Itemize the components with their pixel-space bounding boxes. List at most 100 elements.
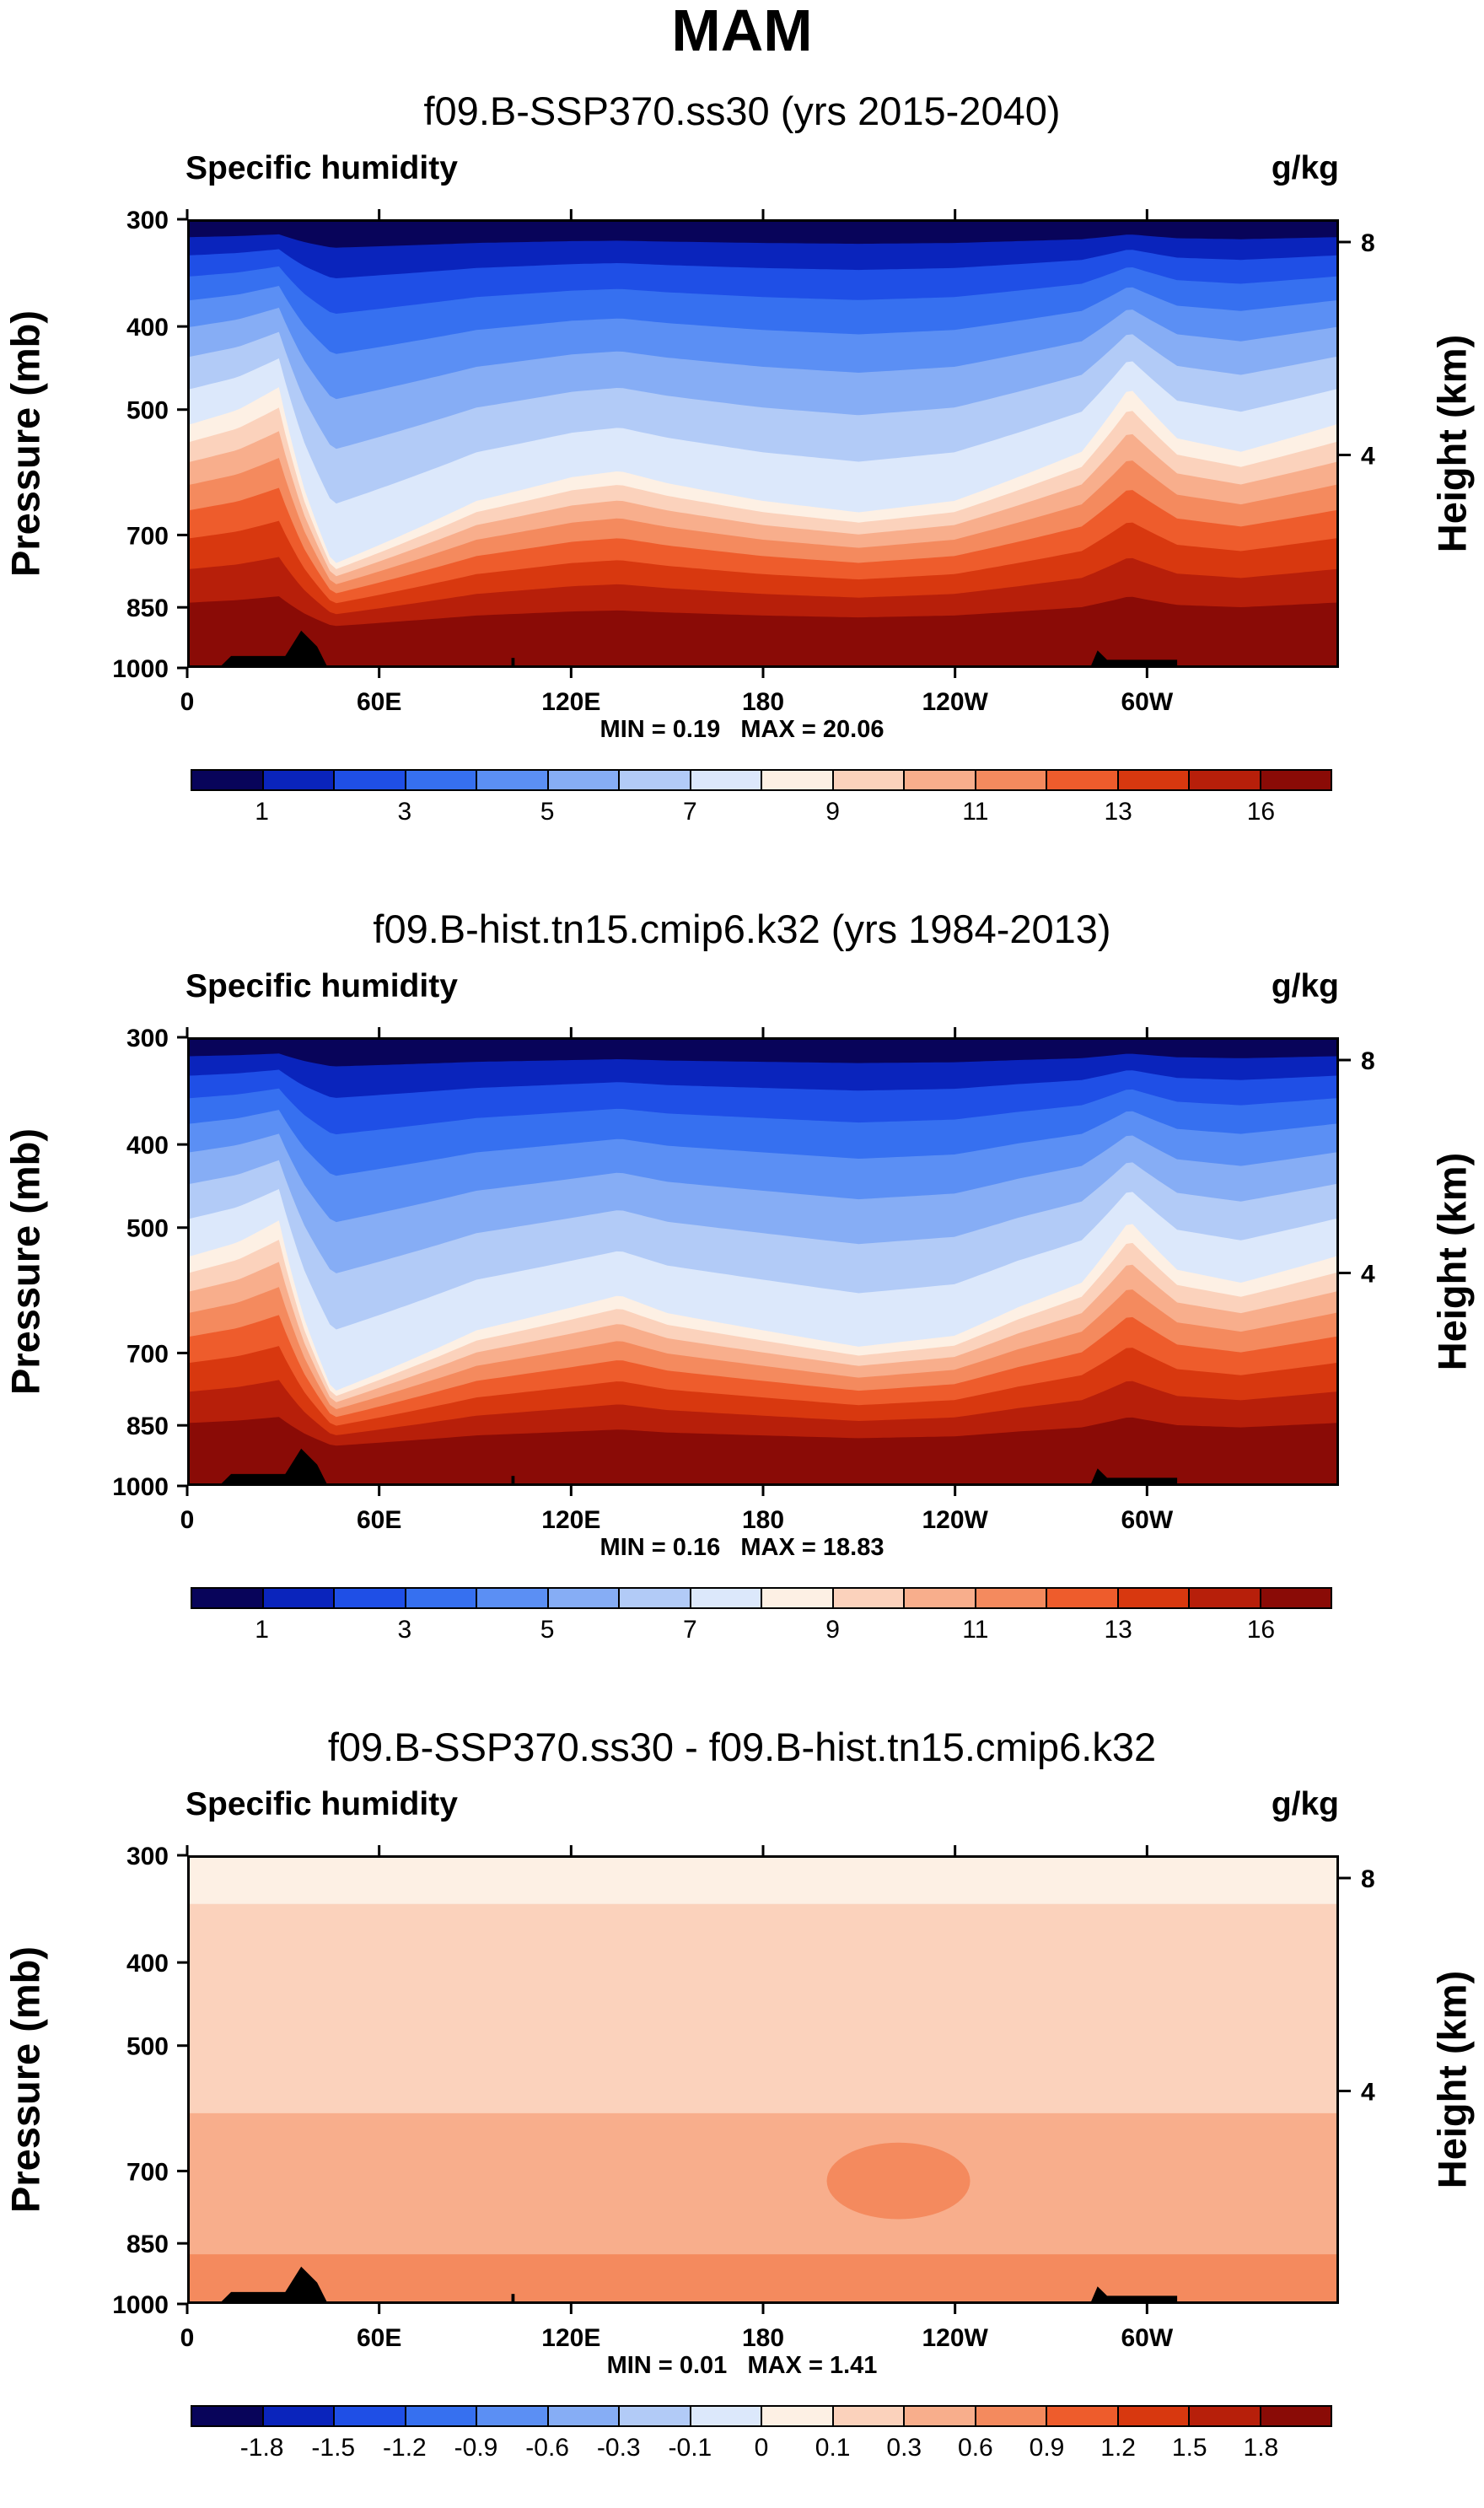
colorbar-label: -0.9	[454, 2434, 498, 2462]
colorbar-label: -0.6	[525, 2434, 569, 2462]
y2-tick-label: 4	[1361, 443, 1375, 471]
colorbar-swatch	[762, 771, 834, 789]
colorbar-swatch	[335, 771, 406, 789]
y2-tick-label: 8	[1361, 229, 1375, 257]
min-max-readout: MIN = 0.16 MAX = 18.83	[0, 1533, 1484, 1562]
colorbar-swatch	[905, 771, 976, 789]
y-tick-label: 700	[126, 522, 169, 550]
colorbar-swatch	[1118, 1589, 1190, 1607]
colorbar-swatch	[477, 771, 549, 789]
max-value: 1.41	[829, 2352, 878, 2379]
colorbar-swatch	[1261, 2407, 1331, 2425]
y-tick-label: 850	[126, 595, 169, 622]
colorbar-swatch	[192, 2407, 264, 2425]
y-tick-label: 300	[126, 1025, 169, 1052]
y-tick-label: 1000	[112, 655, 169, 683]
colorbar-label: -0.3	[596, 2434, 641, 2462]
colorbar-swatch	[548, 1589, 620, 1607]
colorbar-label: -1.2	[383, 2434, 427, 2462]
y-tick-label: 700	[126, 2158, 169, 2186]
x-tick-label: 60W	[1121, 688, 1173, 716]
x-tick-label: 120E	[541, 1506, 600, 1534]
colorbar-swatch	[477, 2407, 549, 2425]
topography-south-america	[1091, 2286, 1178, 2301]
units-label: g/kg	[1271, 968, 1339, 1004]
colorbar-label: 16	[1246, 798, 1276, 826]
colorbar-label: 1.8	[1243, 2434, 1279, 2462]
colorbar-label: 1.2	[1100, 2434, 1136, 2462]
colorbar-swatch	[406, 771, 477, 789]
colorbar-swatch	[976, 771, 1047, 789]
x-tick-label: 120W	[922, 1506, 988, 1534]
colorbar-label: 3	[397, 798, 412, 826]
colorbar-swatch	[192, 1589, 264, 1607]
x-tick-label: 120E	[541, 688, 600, 716]
colorbar-swatch	[833, 2407, 905, 2425]
colorbar-swatch	[335, 2407, 406, 2425]
plot-area	[187, 1855, 1339, 2304]
panel-hist: f09.B-hist.tn15.cmip6.k32 (yrs 1984-2013…	[0, 906, 1484, 1665]
colorbar-label: -1.5	[311, 2434, 356, 2462]
panel-title: f09.B-SSP370.ss30 - f09.B-hist.tn15.cmip…	[327, 1725, 1157, 1769]
colorbar-label: 11	[962, 798, 989, 826]
topography-africa	[221, 2266, 327, 2301]
x-tick-label: 180	[742, 2324, 784, 2352]
y2-tick-label: 8	[1361, 1865, 1375, 1893]
min-value: 0.16	[672, 1534, 721, 1561]
colorbar-swatch	[1261, 1589, 1331, 1607]
topography-south-america	[1091, 650, 1178, 665]
x-tick-label: 0	[180, 1506, 195, 1534]
colorbar-swatch	[905, 1589, 976, 1607]
colorbar-swatch	[691, 2407, 762, 2425]
y-tick-label: 400	[126, 1950, 169, 1978]
colorbar-label: 13	[1104, 798, 1132, 826]
colorbar-swatch	[406, 2407, 477, 2425]
axes: 0 60E 120E 180 120W 60W 300 400 500 700 850 1000 8 4	[112, 1843, 1375, 2352]
colorbar	[191, 769, 1332, 791]
colorbar-swatch	[335, 1589, 406, 1607]
contour-field	[190, 1040, 1336, 1483]
colorbar-swatch	[976, 2407, 1047, 2425]
colorbar-swatch	[691, 771, 762, 789]
x-tick-label: 120W	[922, 688, 988, 716]
y-tick-label: 1000	[112, 1473, 169, 1501]
contour-field	[190, 222, 1336, 665]
colorbar-label: 9	[825, 1616, 840, 1644]
colorbar-swatch	[263, 771, 335, 789]
plot-area	[187, 219, 1339, 668]
max-label: MAX =	[740, 1534, 823, 1561]
diff-region-0	[190, 1858, 1336, 1904]
colorbar-swatch	[1190, 771, 1261, 789]
topography-asia	[511, 1476, 515, 1483]
colorbar-swatch	[1047, 1589, 1119, 1607]
units-label: g/kg	[1271, 150, 1339, 186]
max-label: MAX =	[740, 716, 823, 743]
units-label: g/kg	[1271, 1786, 1339, 1822]
colorbar-swatch	[620, 1589, 691, 1607]
topography-africa	[221, 1448, 327, 1483]
panel-title: f09.B-hist.tn15.cmip6.k32 (yrs 1984-2013…	[373, 907, 1111, 951]
y-tick-label: 400	[126, 314, 169, 342]
colorbar	[191, 1587, 1332, 1609]
y-tick-label: 500	[126, 1215, 169, 1243]
x-tick-label: 0	[180, 688, 195, 716]
min-label: MIN =	[606, 2352, 680, 2379]
colorbar-swatch	[1118, 2407, 1190, 2425]
colorbar-labels: -1.8 -1.5 -1.2 -0.9 -0.6 -0.3 -0.1 0 0.1 0.3 0.6 0.…	[191, 2425, 1332, 2476]
field-label: Specific humidity	[186, 150, 458, 186]
colorbar-swatch	[1118, 771, 1190, 789]
colorbar-label: 0.6	[958, 2434, 993, 2462]
colorbar-labels: 1 3 5 7 9 11 13 16	[191, 1607, 1332, 1658]
colorbar-label: 13	[1104, 1616, 1132, 1644]
panel-title: f09.B-SSP370.ss30 (yrs 2015-2040)	[423, 89, 1061, 133]
colorbar-swatch	[548, 771, 620, 789]
x-tick-label: 180	[742, 688, 784, 716]
colorbar-label: -1.8	[239, 2434, 284, 2462]
x-tick-label: 60W	[1121, 1506, 1173, 1534]
x-tick-label: 180	[742, 1506, 784, 1534]
colorbar-label: 1	[255, 798, 269, 826]
colorbar-swatch	[263, 1589, 335, 1607]
y-tick-label: 400	[126, 1132, 169, 1160]
min-label: MIN =	[600, 716, 673, 743]
min-label: MIN =	[600, 1534, 673, 1561]
